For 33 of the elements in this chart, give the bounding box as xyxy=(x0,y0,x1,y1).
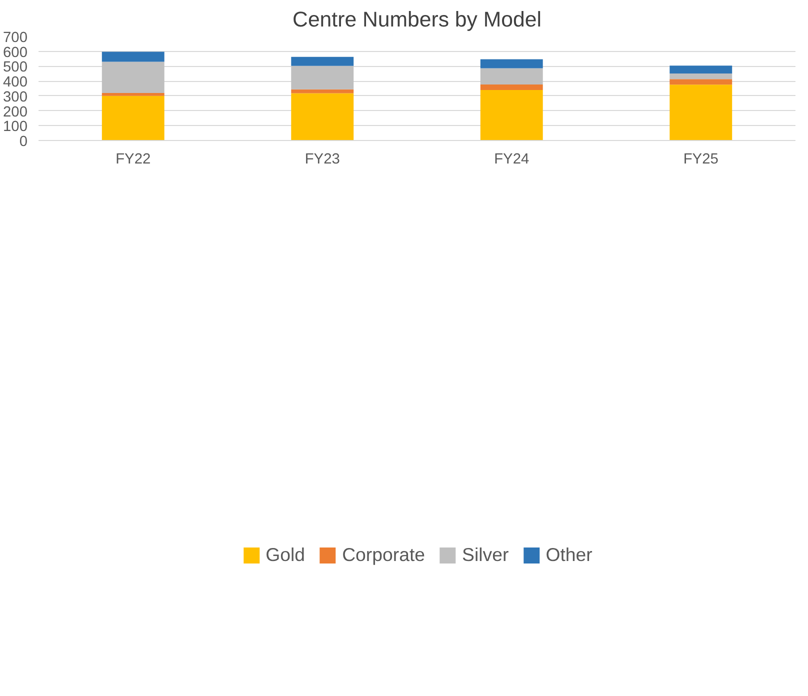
bar xyxy=(291,56,354,66)
bar xyxy=(670,73,732,80)
y-tick-label: 0 xyxy=(19,134,28,150)
legend-label: Corporate xyxy=(342,544,426,566)
y-tick-label: 200 xyxy=(3,104,28,120)
y-tick-label: 600 xyxy=(3,44,28,61)
y-tick-label: 500 xyxy=(3,60,28,76)
bar xyxy=(102,62,164,93)
bar xyxy=(102,92,164,96)
y-tick-label: 300 xyxy=(3,89,28,106)
bar xyxy=(670,84,732,140)
bar xyxy=(102,52,164,62)
y-tick-label: 100 xyxy=(3,119,28,136)
x-tick-label: FY23 xyxy=(304,152,340,168)
bar xyxy=(291,66,354,90)
y-tick-label: 400 xyxy=(3,74,28,91)
bar xyxy=(480,84,543,90)
chart-title: Centre Numbers by Model xyxy=(292,8,542,32)
bar xyxy=(480,90,543,140)
bar xyxy=(670,66,732,74)
bar xyxy=(670,79,732,85)
bar xyxy=(480,68,543,84)
legend-label: Gold xyxy=(266,544,306,566)
bar xyxy=(102,96,164,140)
legend-label: Silver xyxy=(462,544,509,566)
x-tick-label: FY24 xyxy=(494,152,530,168)
y-tick-label: 700 xyxy=(3,30,28,46)
x-tick-label: FY22 xyxy=(116,152,151,168)
legend-label: Other xyxy=(546,544,592,566)
bar xyxy=(291,93,354,140)
x-tick-label: FY25 xyxy=(683,152,718,168)
bar xyxy=(480,59,543,68)
bar xyxy=(291,89,354,94)
